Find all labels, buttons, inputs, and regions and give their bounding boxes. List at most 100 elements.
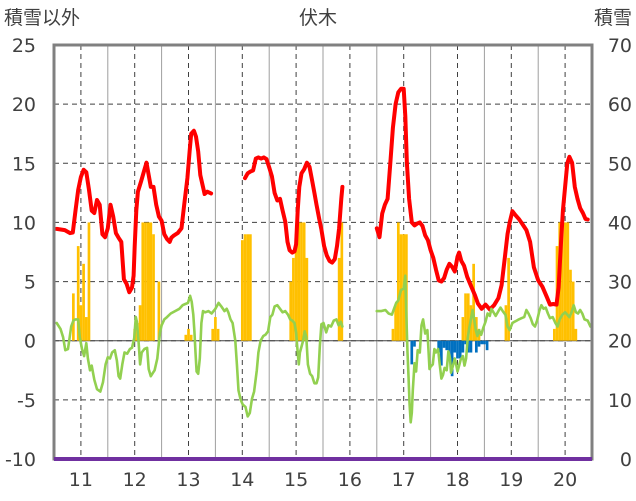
bar	[391, 328, 395, 341]
left-tick-label: 5	[24, 272, 36, 294]
bar	[461, 317, 465, 341]
bar	[437, 340, 441, 353]
bars-group	[72, 222, 578, 377]
bar	[240, 240, 244, 341]
x-tick-label: 19	[499, 469, 523, 491]
x-tick-label: 17	[392, 469, 416, 491]
bar	[79, 305, 83, 341]
bar	[211, 328, 215, 341]
bar	[294, 234, 298, 341]
bar	[214, 317, 217, 341]
bar	[302, 222, 306, 341]
bar	[474, 340, 478, 353]
bar	[157, 281, 161, 341]
x-tick-label: 18	[445, 469, 469, 491]
bar	[464, 340, 467, 345]
bar	[453, 340, 457, 353]
bar	[184, 334, 188, 341]
bar	[394, 305, 397, 341]
bar	[464, 293, 467, 341]
right-tick-label: 60	[608, 94, 632, 116]
bar	[292, 257, 295, 341]
bar	[448, 340, 451, 359]
bar	[146, 222, 150, 341]
bar	[396, 222, 400, 341]
bar	[485, 340, 489, 351]
x-tick-label: 20	[553, 469, 577, 491]
series-line	[243, 155, 345, 265]
series-line	[375, 274, 592, 424]
x-tick-label: 14	[230, 469, 254, 491]
series-group	[54, 86, 592, 424]
x-tick-label: 15	[284, 469, 308, 491]
bar	[187, 328, 190, 341]
bar	[399, 234, 403, 341]
bar	[249, 234, 252, 341]
bar	[138, 305, 142, 341]
x-tick-label: 12	[123, 469, 147, 491]
bar	[466, 293, 470, 341]
left-tick-label: -10	[5, 449, 36, 471]
bar	[246, 234, 250, 341]
left-tick-label: 10	[12, 212, 36, 234]
bar	[84, 317, 88, 341]
bar	[440, 340, 443, 366]
bar	[450, 340, 454, 377]
bar	[461, 340, 465, 353]
right-tick-label: 50	[608, 153, 632, 175]
left-tick-label: 0	[24, 331, 36, 353]
bar	[289, 281, 293, 341]
bar	[456, 340, 459, 359]
bar	[82, 263, 85, 341]
bar	[149, 222, 153, 341]
bar	[337, 257, 341, 341]
bar	[300, 222, 303, 341]
right-tick-label: 40	[608, 212, 632, 234]
x-tick-label: 16	[338, 469, 362, 491]
bar	[574, 328, 578, 341]
bar	[305, 257, 309, 341]
bar	[87, 222, 91, 341]
left-axis-label: 積雪以外	[4, 7, 80, 29]
right-tick-label: 0	[620, 449, 632, 471]
bar	[413, 340, 416, 347]
left-tick-label: 20	[12, 94, 36, 116]
x-tick-label: 13	[176, 469, 200, 491]
bar	[141, 222, 145, 341]
bar	[566, 222, 570, 341]
bar	[563, 222, 567, 341]
bar	[552, 328, 556, 341]
right-tick-label: 10	[608, 390, 632, 412]
right-tick-label: 20	[608, 331, 632, 353]
bar	[483, 340, 486, 345]
bar	[569, 269, 572, 341]
bar	[445, 340, 449, 351]
series-line	[55, 294, 344, 418]
right-tick-label: 70	[608, 35, 632, 57]
bar	[72, 293, 75, 341]
bar	[480, 340, 484, 345]
bar	[189, 334, 193, 341]
bar	[469, 340, 473, 353]
bar	[297, 222, 301, 341]
bar	[472, 263, 475, 341]
bar	[410, 340, 414, 365]
chart-title: 伏木	[299, 7, 337, 29]
bar	[507, 257, 510, 341]
x-tick-label: 11	[69, 469, 93, 491]
bar	[144, 222, 147, 341]
bar	[340, 222, 344, 341]
bar	[458, 340, 462, 359]
series-line	[374, 86, 590, 312]
bar	[442, 340, 446, 348]
left-tick-label: -5	[17, 390, 36, 412]
right-tick-label: 30	[608, 272, 632, 294]
left-tick-label: 25	[12, 35, 36, 57]
bar	[243, 234, 247, 341]
bar	[561, 222, 564, 341]
right-axis-label: 積雪	[594, 7, 632, 29]
plot-frame	[52, 43, 594, 461]
bar	[76, 246, 80, 341]
